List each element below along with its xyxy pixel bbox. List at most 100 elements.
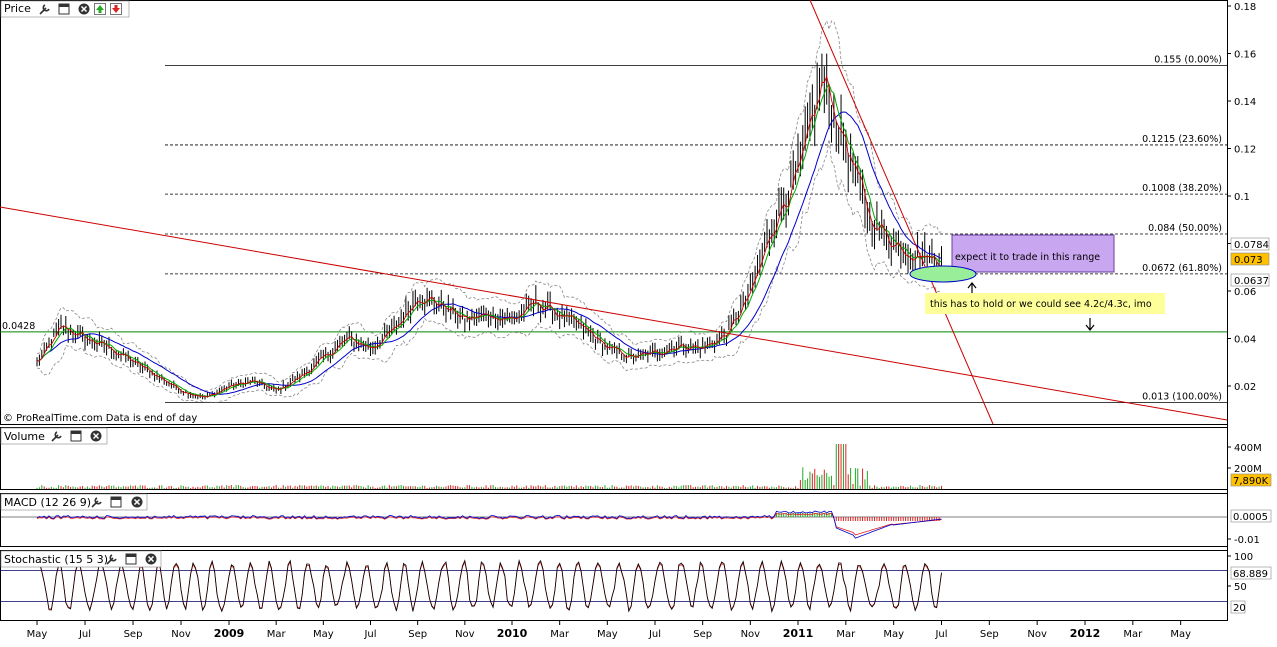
move-up-icon[interactable] bbox=[94, 3, 106, 15]
price-y-tick-label: 0.02 bbox=[1234, 382, 1256, 393]
x-axis-label: Sep bbox=[124, 629, 143, 640]
x-axis-label: Mar bbox=[1123, 629, 1143, 640]
stochastic-level-tag-box bbox=[1230, 600, 1246, 614]
volume-y-tick-label: 200M bbox=[1234, 464, 1262, 475]
down-arrow-icon bbox=[1085, 318, 1095, 331]
price-tag-box bbox=[1230, 273, 1270, 287]
price-layer: 0.155 (0.00%) 0.1215 (23.60%) 0.1008 (38.2… bbox=[0, 0, 1270, 425]
macd-panel-frame bbox=[0, 493, 1228, 547]
stochastic-value-tag: 68.889 bbox=[1233, 569, 1268, 580]
x-axis-label: Jul bbox=[648, 629, 661, 640]
close-icon[interactable] bbox=[78, 3, 90, 15]
x-axis-label: Sep bbox=[980, 629, 999, 640]
x-axis-label: 2011 bbox=[783, 627, 814, 640]
macd-line bbox=[36, 510, 942, 539]
price-y-tick-label: 0.06 bbox=[1234, 287, 1256, 298]
bollinger-lower bbox=[36, 139, 942, 403]
stochastic-y-tick-label: 100 bbox=[1234, 552, 1253, 563]
wrench-icon[interactable] bbox=[91, 497, 102, 508]
x-axis-label: Nov bbox=[741, 629, 761, 640]
data-credit: © ProRealTime.com Data is end of day bbox=[3, 413, 197, 424]
macd-panel-title: MACD (12 26 9) bbox=[4, 496, 91, 509]
volume-panel-frame bbox=[0, 427, 1228, 490]
macd-header-icons bbox=[91, 496, 143, 508]
x-axis-label: Jul bbox=[78, 629, 91, 640]
move-down-icon[interactable] bbox=[110, 3, 122, 15]
price-y-tick-label: 0.14 bbox=[1234, 97, 1256, 108]
macd-signal-line bbox=[36, 512, 942, 536]
x-axis-label: May bbox=[597, 629, 618, 640]
x-axis-label: 2012 bbox=[1070, 627, 1101, 640]
support-ellipse bbox=[909, 265, 977, 283]
close-icon[interactable] bbox=[131, 496, 143, 508]
x-axis-label: May bbox=[883, 629, 904, 640]
wrench-icon[interactable] bbox=[51, 431, 62, 442]
fib-level-label: 0.013 (100.00%) bbox=[1142, 392, 1222, 403]
x-axis-label: Jul bbox=[363, 629, 376, 640]
long-term-downtrend-line bbox=[0, 206, 1228, 421]
price-y-tick-label: 0.16 bbox=[1234, 50, 1256, 61]
x-axis-label: Jul bbox=[934, 629, 947, 640]
stochastic-header-icons bbox=[106, 553, 157, 565]
stochastic-level-tag: 20 bbox=[1233, 603, 1246, 614]
x-axis-label: 2009 bbox=[214, 627, 245, 640]
macd-value-tag-box bbox=[1230, 509, 1272, 523]
price-tag-label: 0.0637 bbox=[1234, 276, 1269, 287]
fib-level-label: 0.155 (0.00%) bbox=[1154, 54, 1222, 65]
volume-y-tick-label: 400M bbox=[1234, 443, 1262, 454]
window-icon[interactable] bbox=[70, 430, 82, 442]
hold-annotation: this has to hold or we could see 4.2c/4.… bbox=[930, 299, 1152, 310]
x-axis-label: May bbox=[1170, 629, 1191, 640]
macd-layer: -0.01 0.0005 bbox=[0, 509, 1272, 546]
range-annotation: expect it to trade in this range bbox=[955, 252, 1100, 263]
fib-level-label: 0.0672 (61.80%) bbox=[1142, 263, 1222, 274]
stochastic-panel-frame bbox=[0, 550, 1228, 621]
price-y-tick-label: 0.1 bbox=[1234, 192, 1250, 203]
macd-y-tick-label: -0.01 bbox=[1234, 535, 1260, 546]
volume-value-tag: 7,890K bbox=[1233, 476, 1269, 487]
window-icon[interactable] bbox=[110, 496, 122, 508]
price-tag-label: 0.073 bbox=[1234, 255, 1263, 266]
stochastic-value-tag-box bbox=[1230, 566, 1272, 580]
x-axis-label: Nov bbox=[1027, 629, 1047, 640]
fib-level-label: 0.084 (50.00%) bbox=[1148, 223, 1222, 234]
x-axis-label: Sep bbox=[408, 629, 427, 640]
price-tag-label: 0.0784 bbox=[1234, 240, 1269, 251]
x-axis-label: Mar bbox=[550, 629, 570, 640]
x-axis-label: Nov bbox=[171, 629, 191, 640]
close-icon[interactable] bbox=[145, 553, 157, 565]
price-tag-box bbox=[1230, 252, 1270, 266]
fib-level-label: 0.1215 (23.60%) bbox=[1142, 134, 1222, 145]
stochastic-panel-header: Stochastic (15 5 3) bbox=[0, 550, 162, 568]
price-y-tick-label: 0.18 bbox=[1234, 2, 1256, 13]
wrench-icon[interactable] bbox=[39, 4, 50, 15]
window-icon[interactable] bbox=[58, 3, 70, 15]
x-axis-label: May bbox=[27, 629, 48, 640]
x-axis-label: 2010 bbox=[497, 627, 528, 640]
price-tag-box bbox=[1230, 237, 1270, 251]
hold-note-box bbox=[925, 293, 1165, 314]
macd-value-tag: 0.0005 bbox=[1233, 512, 1268, 523]
price-header-icons bbox=[39, 3, 122, 15]
price-panel-title: Price bbox=[4, 2, 31, 15]
fib-level-label: 0.1008 (38.20%) bbox=[1142, 183, 1222, 194]
expected-range-box bbox=[951, 234, 1115, 273]
stochastic-panel-title: Stochastic (15 5 3) bbox=[4, 553, 108, 566]
window-icon[interactable] bbox=[125, 553, 137, 565]
x-axis-label: Sep bbox=[693, 629, 712, 640]
stochastic-y-tick-label: 50 bbox=[1234, 582, 1247, 593]
wrench-icon[interactable] bbox=[106, 554, 117, 565]
support-line-label: 0.0428 bbox=[2, 321, 35, 332]
ma-fast-line bbox=[36, 75, 942, 398]
price-y-tick-label: 0.04 bbox=[1234, 335, 1256, 346]
price-panel-frame bbox=[0, 0, 1228, 425]
x-axis-label: Mar bbox=[267, 629, 287, 640]
close-icon[interactable] bbox=[90, 430, 102, 442]
stochastic-k-line bbox=[36, 559, 942, 614]
short-term-downtrend-line bbox=[809, 0, 994, 425]
volume-header-icons bbox=[51, 430, 102, 442]
x-axis: May Jul Sep Nov 2009 Mar May Jul Sep Nov 2010 Mar Ma… bbox=[27, 621, 1191, 640]
price-y-tick-label: 0.12 bbox=[1234, 145, 1256, 156]
